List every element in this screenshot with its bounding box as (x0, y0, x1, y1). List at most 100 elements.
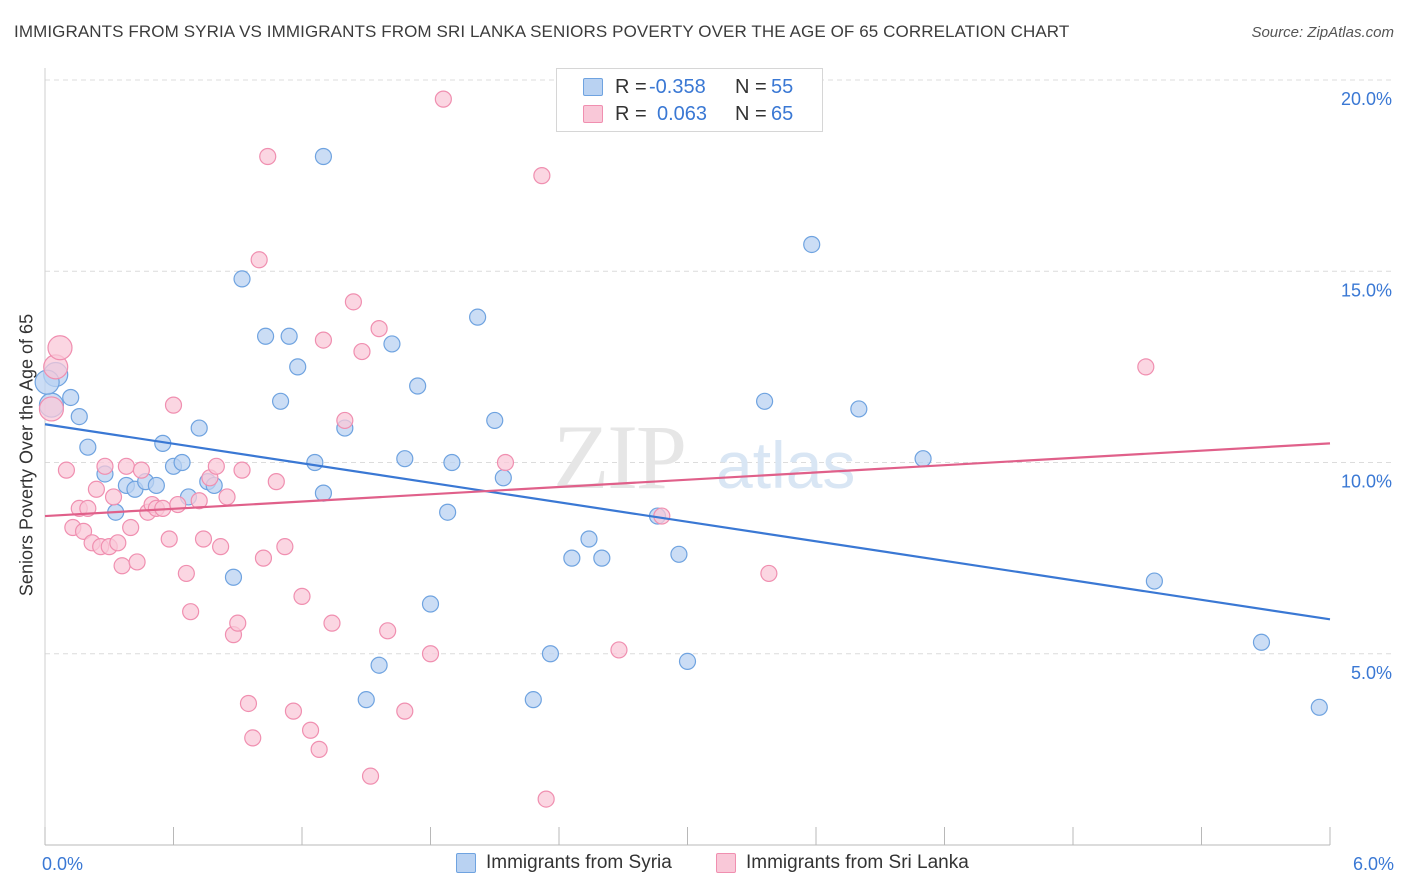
srilanka-point (537, 790, 555, 808)
srilanka-point (533, 167, 551, 185)
legend-n-value: 55 (771, 75, 794, 98)
syria-point (421, 595, 440, 613)
srilanka-point (74, 522, 93, 540)
syria-point (755, 392, 774, 410)
legend-label-syria: Immigrants from Syria (486, 852, 672, 873)
srilanka-point (293, 587, 311, 605)
legend-n-label: N = (735, 75, 767, 98)
srilanka-trend-line (44, 442, 1331, 518)
srilanka-point (233, 461, 251, 479)
srilanka-point (301, 721, 320, 739)
srilanka-point (1137, 358, 1155, 376)
legend-label-srilanka: Immigrants from Sri Lanka (746, 852, 969, 873)
syria-point (280, 327, 298, 345)
syria-trend-line (44, 423, 1331, 621)
srilanka-point (169, 495, 187, 514)
srilanka-point (229, 614, 247, 632)
srilanka-point (164, 396, 183, 414)
syria-point (486, 411, 504, 430)
syria-point (314, 484, 333, 502)
legend-r-value: -0.358 (649, 75, 706, 98)
srilanka-point (396, 702, 414, 720)
syria-point (1252, 633, 1271, 651)
srilanka-point (254, 549, 273, 567)
srilanka-point (250, 251, 268, 269)
syria-point (70, 408, 88, 426)
srilanka-point (361, 767, 380, 785)
srilanka-point (421, 645, 440, 663)
srilanka-point (87, 480, 106, 498)
srilanka-point (323, 614, 341, 632)
syria-point (469, 308, 487, 326)
srilanka-point (113, 557, 131, 575)
srilanka-point (239, 694, 258, 713)
srilanka-point (96, 457, 114, 475)
syria-point (383, 335, 401, 353)
srilanka-point (117, 457, 135, 475)
legend-r-value: 0.063 (657, 102, 708, 125)
tick-labels: 5.0% 10.0% 15.0% 20.0% 0.0% 6.0% (42, 89, 1394, 874)
watermark-zip: ZIP (553, 406, 685, 508)
srilanka-point (47, 335, 73, 361)
x-tick-label: 6.0% (1353, 854, 1394, 874)
srilanka-point (57, 461, 76, 479)
y-axis-label-wrap: Seniors Poverty Over the Age of 65 (12, 0, 42, 892)
srilanka-point (336, 411, 354, 430)
syria-point (233, 270, 251, 288)
source-label: Source: ZipAtlas.com (1251, 24, 1394, 41)
srilanka-point (370, 320, 388, 338)
syria-point (593, 549, 611, 567)
legend-item-srilanka[interactable]: Immigrants from Sri Lanka (716, 852, 969, 874)
srilanka-point (244, 729, 262, 747)
syria-point (289, 358, 307, 376)
data-points (34, 75, 1328, 808)
srilanka-point (379, 622, 397, 640)
srilanka-point (434, 90, 452, 108)
legend-item-syria[interactable]: Immigrants from Syria (456, 852, 672, 874)
srilanka-point (314, 331, 333, 349)
srilanka-point (160, 530, 178, 548)
srilanka-point (218, 488, 236, 506)
srilanka-point (194, 530, 213, 548)
syria-point (256, 327, 275, 345)
legend-n-label: N = (735, 102, 767, 125)
series-legend: Immigrants from Syria Immigrants from Sr… (0, 850, 1406, 880)
chart-title: IMMIGRANTS FROM SYRIA VS IMMIGRANTS FROM… (14, 22, 1070, 41)
srilanka-point (353, 342, 371, 361)
watermark: ZIP atlas (553, 406, 855, 508)
srilanka-point (760, 564, 778, 583)
syria-point (524, 691, 542, 709)
syria-point (803, 235, 821, 254)
syria-point (494, 469, 512, 487)
syria-point (357, 691, 375, 709)
srilanka-point (132, 461, 150, 479)
syria-point (443, 453, 461, 472)
syria-point (541, 645, 560, 663)
srilanka-point (496, 453, 515, 472)
y-axis-label: Seniors Poverty Over the Age of 65 (16, 313, 37, 597)
syria-point (409, 377, 427, 395)
syria-point (306, 453, 324, 472)
syria-point (563, 549, 581, 567)
legend-swatch-syria (583, 78, 603, 96)
grid-lines (45, 79, 1392, 655)
srilanka-point (177, 564, 195, 583)
x-tick-label: 0.0% (42, 854, 83, 874)
correlation-legend: R = -0.358 N = 55 R = 0.063 N = 65 (556, 68, 823, 132)
srilanka-point (259, 147, 277, 166)
srilanka-point (610, 641, 628, 659)
syria-point (173, 453, 191, 472)
syria-point (439, 503, 457, 521)
srilanka-point (276, 538, 294, 556)
srilanka-point (344, 293, 362, 311)
legend-swatch-srilanka (583, 105, 603, 123)
srilanka-point (212, 538, 230, 556)
srilanka-point (207, 457, 225, 475)
srilanka-point (310, 740, 328, 758)
srilanka-point (190, 492, 208, 510)
srilanka-point (182, 603, 200, 621)
syria-point (914, 450, 932, 468)
syria-point (678, 652, 697, 671)
syria-point (314, 147, 333, 166)
